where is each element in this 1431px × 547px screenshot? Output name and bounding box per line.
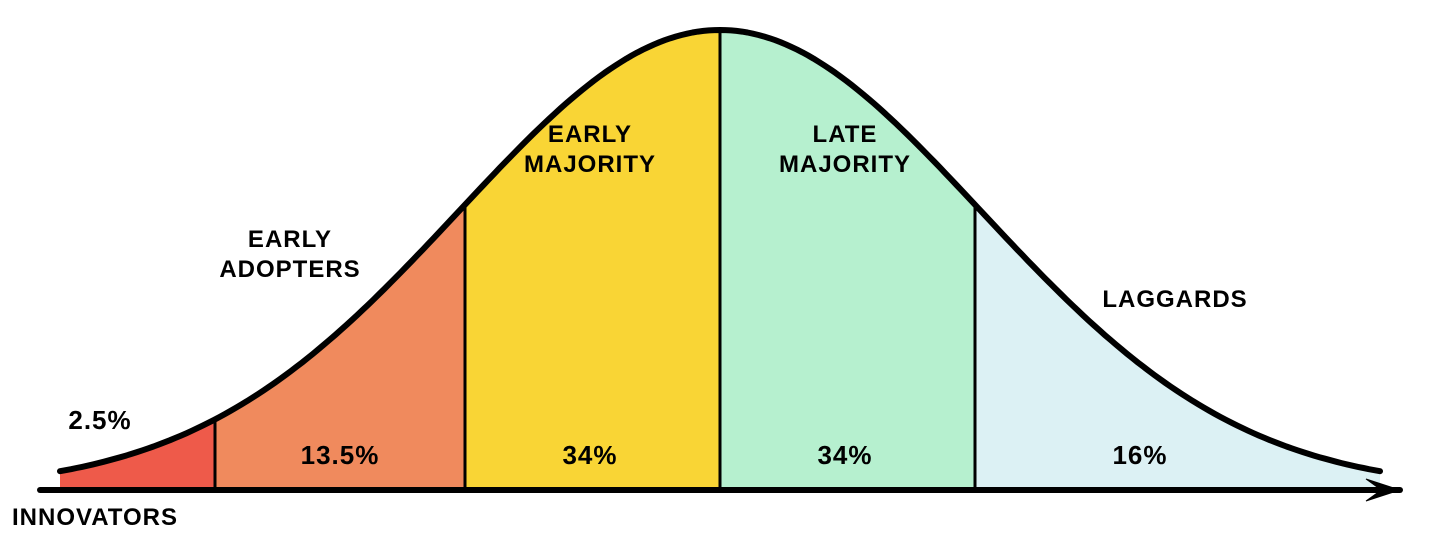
- pct-late-majority: 34%: [817, 439, 872, 472]
- label-early-adopters: EARLY ADOPTERS: [219, 225, 360, 285]
- label-late-majority: LATE MAJORITY: [779, 120, 911, 180]
- bell-curve-svg: [0, 0, 1431, 547]
- label-laggards: LAGGARDS: [1102, 285, 1247, 315]
- pct-early-majority: 34%: [562, 439, 617, 472]
- pct-innovators: 2.5%: [68, 404, 131, 437]
- pct-early-adopters: 13.5%: [301, 439, 380, 472]
- label-innovators: INNOVATORS: [12, 503, 178, 533]
- diffusion-of-innovation-chart: INNOVATORS 2.5% EARLY ADOPTERS 13.5% EARLY M…: [0, 0, 1431, 547]
- label-early-majority: EARLY MAJORITY: [524, 120, 656, 180]
- pct-laggards: 16%: [1112, 439, 1167, 472]
